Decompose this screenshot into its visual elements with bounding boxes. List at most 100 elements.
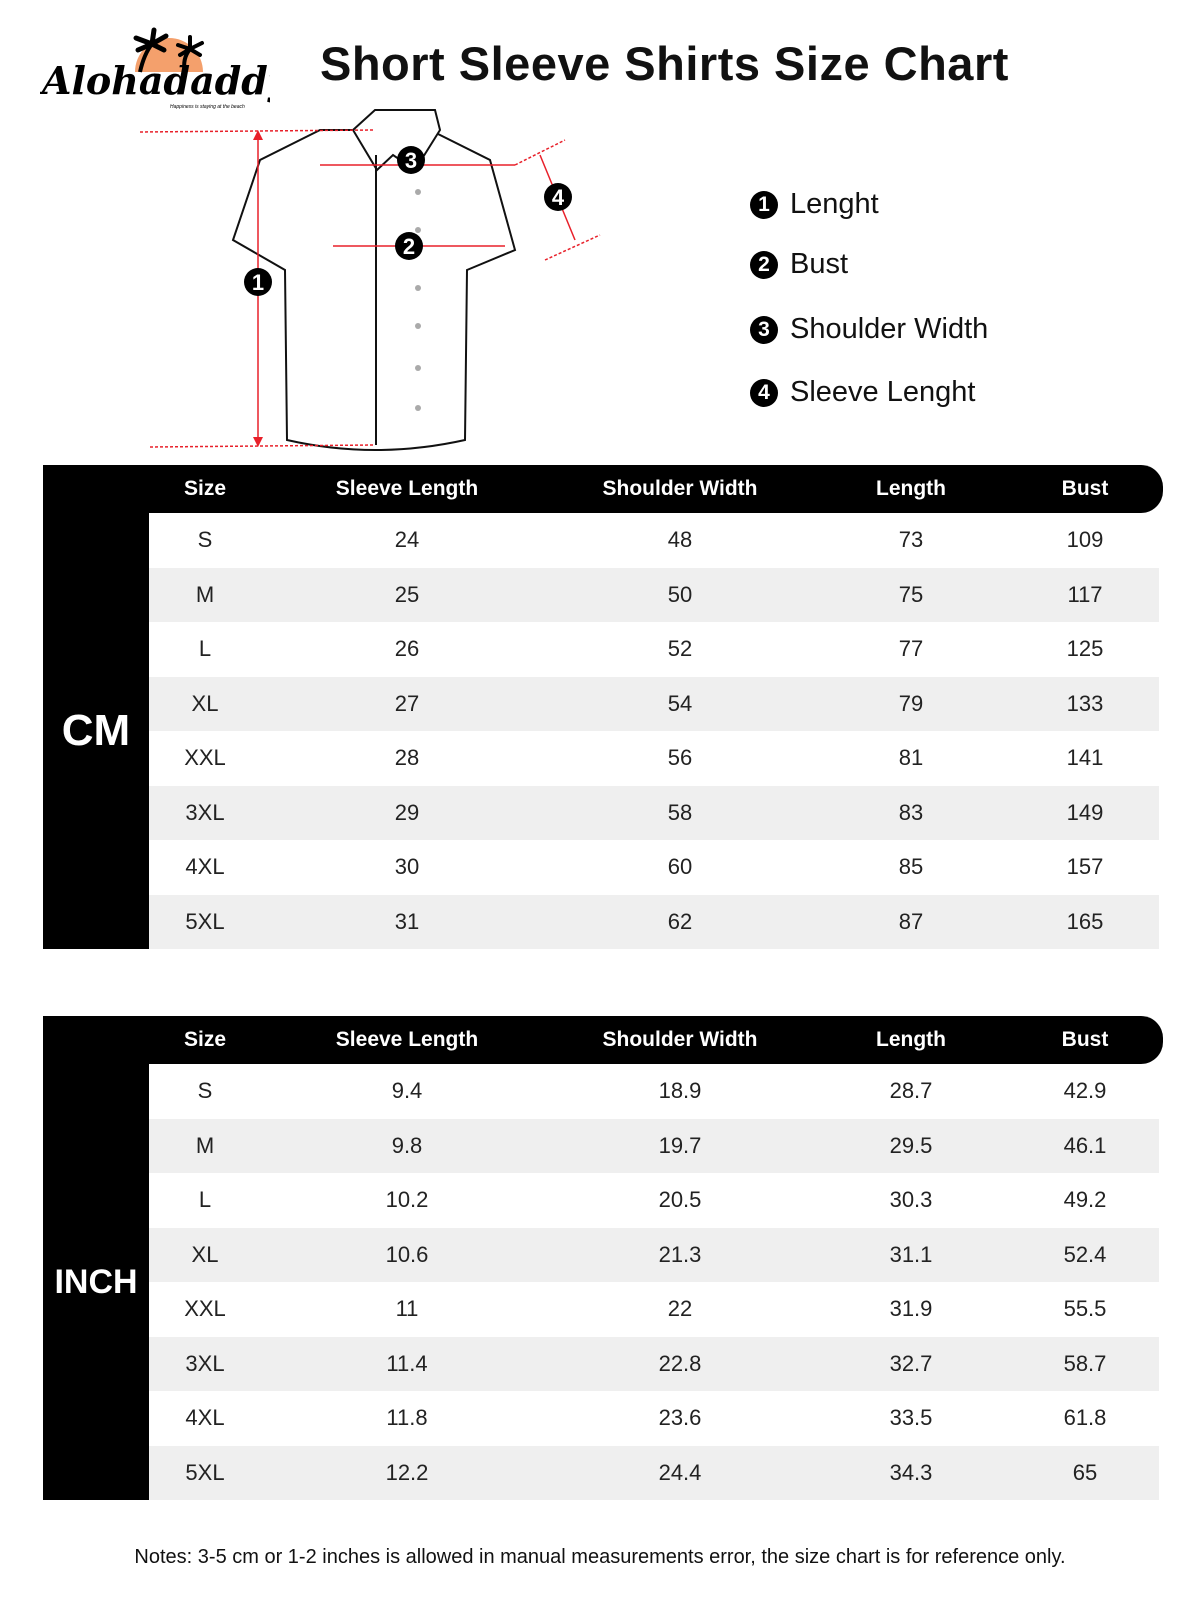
inch-size-table: INCH Size Sleeve Length Shoulder Width Lengt…: [43, 1016, 1163, 1500]
marker-1: 1: [750, 190, 778, 219]
table-cell: 165: [1066, 908, 1104, 934]
table-cell: 11.4: [386, 1350, 428, 1376]
unit-label: INCH: [43, 1016, 149, 1500]
shirt-diagram: 1 2 3 4: [139, 109, 601, 451]
table-cell: 5XL: [185, 1459, 225, 1485]
legend-sleeve-length: 4 Sleeve Lenght: [750, 376, 975, 409]
svg-text:Happiness is staying at the be: Happiness is staying at the beach: [170, 104, 245, 110]
column-header: Size: [183, 477, 227, 500]
table-cell: L: [198, 636, 212, 661]
table-row: XXL 28 56 81 141: [149, 731, 1159, 786]
table-row: M 25 50 75 117: [149, 567, 1159, 622]
table-cell: 5XL: [185, 908, 225, 934]
table-cell: 50: [667, 581, 693, 607]
table-row: L 26 52 77 125: [149, 622, 1159, 677]
table-cell: 33.5: [889, 1405, 933, 1430]
legend-label: Shoulder Width: [790, 313, 989, 345]
cm-size-table: CM Size Sleeve Length Shoulder Width Length B…: [43, 465, 1163, 949]
svg-text:4: 4: [552, 185, 565, 210]
table-cell: 42.9: [1063, 1078, 1107, 1103]
table-cell: 32.7: [889, 1350, 933, 1376]
table-cell: M: [195, 1132, 215, 1158]
table-cell: 11: [395, 1296, 419, 1321]
table-cell: 58.7: [1063, 1350, 1107, 1376]
table-cell: L: [198, 1187, 212, 1212]
table-cell: 30: [394, 854, 420, 879]
table-cell: 30.3: [889, 1187, 933, 1212]
table-cell: 29.5: [889, 1132, 933, 1158]
table-row: S 9.4 18.9 28.7 42.9: [149, 1064, 1159, 1119]
table-cell: 54: [667, 690, 693, 716]
table-cell: 133: [1066, 690, 1104, 716]
table-cell: 4XL: [185, 854, 225, 879]
table-row: 3XL 29 58 83 149: [149, 785, 1159, 840]
table-cell: 83: [898, 799, 924, 825]
table-cell: 55.5: [1063, 1296, 1107, 1321]
table-cell: 26: [394, 636, 420, 661]
table-row: XXL 11 22 31.9 55.5: [149, 1282, 1159, 1337]
legend-label: Sleeve Lenght: [790, 376, 976, 408]
table-cell: 24.4: [658, 1459, 702, 1485]
marker-2: 2: [750, 250, 778, 279]
table-cell: 31.9: [889, 1296, 933, 1321]
table-cell: 10.6: [385, 1241, 429, 1267]
svg-text:1: 1: [252, 270, 264, 295]
column-header: Shoulder Width: [602, 477, 758, 500]
table-row: 5XL 12.2 24.4 34.3 65: [149, 1445, 1159, 1500]
table-cell: 109: [1066, 527, 1104, 552]
svg-text:3: 3: [405, 148, 417, 173]
column-header: Length: [876, 477, 946, 500]
table-row: M 9.8 19.7 29.5 46.1: [149, 1118, 1159, 1173]
table-cell: S: [197, 1078, 213, 1103]
table-row: 4XL 30 60 85 157: [149, 840, 1159, 895]
table-row: 3XL 11.4 22.8 32.7 58.7: [149, 1336, 1159, 1391]
table-cell: 24: [394, 527, 420, 552]
table-cell: 27: [394, 690, 420, 716]
marker-3: 3: [750, 315, 778, 344]
table-cell: 60: [667, 854, 693, 879]
table-row: XL 10.6 21.3 31.1 52.4: [149, 1227, 1159, 1282]
table-cell: 34.3: [889, 1459, 933, 1485]
table-row: S 24 48 73 109: [149, 513, 1159, 568]
table-cell: 149: [1066, 799, 1104, 825]
legend-bust: 2 Bust: [750, 248, 848, 281]
table-cell: XL: [191, 1241, 219, 1267]
table-cell: 46.1: [1063, 1132, 1107, 1158]
table-cell: 18.9: [658, 1078, 702, 1103]
marker-4: 4: [750, 378, 778, 407]
table-cell: 117: [1067, 581, 1103, 607]
table-cell: 87: [898, 908, 924, 934]
table-cell: 141: [1066, 745, 1104, 770]
table-cell: 62: [667, 908, 693, 934]
table-cell: 75: [898, 581, 924, 607]
table-cell: XXL: [184, 1296, 226, 1321]
table-cell: 56: [667, 745, 693, 770]
table-cell: 22.8: [658, 1350, 702, 1376]
table-cell: 25: [394, 581, 420, 607]
table-cell: 3XL: [185, 799, 225, 825]
table-cell: 73: [898, 527, 924, 552]
table-cell: 85: [898, 854, 924, 879]
table-cell: 48: [667, 527, 693, 552]
legend-shoulder-width: 3 Shoulder Width: [750, 313, 988, 346]
column-header: Length: [876, 1028, 946, 1051]
table-cell: 21.3: [658, 1241, 702, 1267]
table-row: L 10.2 20.5 30.3 49.2: [149, 1173, 1159, 1228]
table-header: Size Sleeve Length Shoulder Width Length Bus…: [43, 465, 1163, 513]
table-cell: 28.7: [889, 1078, 933, 1103]
column-header: Shoulder Width: [602, 1028, 758, 1051]
table-row: XL 27 54 79 133: [149, 676, 1159, 731]
table-cell: 31.1: [889, 1241, 933, 1267]
table-cell: 22: [667, 1296, 693, 1321]
table-cell: 9.4: [391, 1078, 423, 1103]
table-cell: 12.2: [385, 1459, 429, 1485]
table-cell: 29: [394, 799, 420, 825]
table-cell: 52: [667, 636, 693, 661]
table-cell: 79: [898, 690, 924, 716]
table-cell: M: [195, 581, 215, 607]
table-cell: 125: [1066, 636, 1104, 661]
table-cell: 19.7: [658, 1132, 702, 1158]
column-header: Bust: [1061, 477, 1109, 500]
table-cell: 10.2: [385, 1187, 429, 1212]
table-cell: 157: [1066, 854, 1104, 879]
